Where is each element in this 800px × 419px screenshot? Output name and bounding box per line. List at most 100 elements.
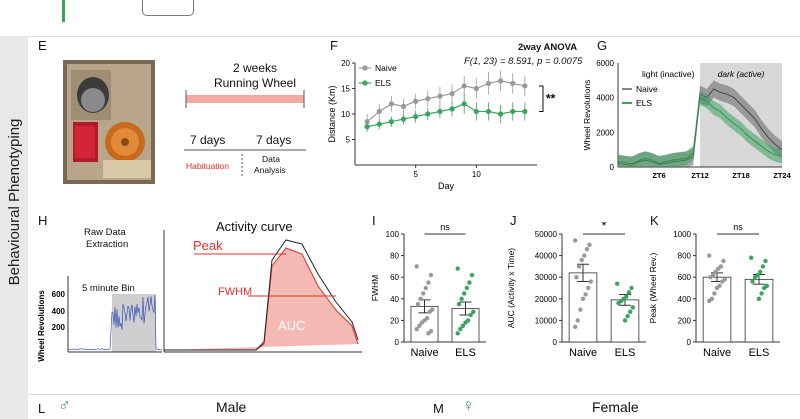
J-datapoint xyxy=(582,253,586,257)
phase1-label: Habituation xyxy=(186,161,229,171)
f-point xyxy=(498,78,503,83)
h-ytick-label: 400 xyxy=(52,307,66,316)
f-ytick-label: 10 xyxy=(341,110,350,119)
J-datapoint xyxy=(573,325,577,329)
K-datapoint xyxy=(720,279,724,283)
g-ytick-label: 0 xyxy=(610,163,615,172)
g-xtick-label: ZT6 xyxy=(652,171,665,180)
f-point xyxy=(413,114,418,119)
K-datapoint xyxy=(762,286,766,290)
f-point xyxy=(462,101,467,106)
J-ylabel: AUC (Activity x Time) xyxy=(506,248,516,328)
J-datapoint xyxy=(587,243,591,247)
J-ytick-label: 50000 xyxy=(535,230,558,239)
panel-letter-l: L xyxy=(38,401,45,416)
I-datapoint xyxy=(465,286,469,290)
I-datapoint xyxy=(429,273,433,277)
K-bar xyxy=(745,279,773,342)
J-datapoint xyxy=(578,307,582,311)
I-category-label: Naive xyxy=(410,347,438,359)
J-datapoint xyxy=(625,314,629,318)
g-xtick-label: ZT24 xyxy=(773,171,791,180)
J-datapoint xyxy=(574,275,578,279)
J-datapoint xyxy=(627,290,631,294)
I-datapoint xyxy=(416,302,420,306)
J-datapoint xyxy=(580,258,584,262)
f-point xyxy=(498,111,503,116)
I-datapoint xyxy=(456,266,460,270)
f-xlabel: Day xyxy=(438,181,455,191)
running-wheel-photo xyxy=(63,60,155,184)
I-ytick-label: 0 xyxy=(395,338,400,347)
J-datapoint xyxy=(586,286,590,290)
f-point xyxy=(377,122,382,127)
g-ytick-label: 6000 xyxy=(596,59,614,68)
J-datapoint xyxy=(616,301,620,305)
f-point xyxy=(474,86,479,91)
I-datapoint xyxy=(424,286,428,290)
I-datapoint xyxy=(421,291,425,295)
auc-label: AUC xyxy=(278,318,305,333)
f-point xyxy=(474,109,479,114)
K-ylabel: Peak (Wheel Rev.) xyxy=(648,252,658,323)
f-xtick-label: 5 xyxy=(413,170,418,179)
f-point xyxy=(449,91,454,96)
f-significance: ** xyxy=(546,92,556,106)
J-ytick-label: 0 xyxy=(553,338,558,347)
K-datapoint xyxy=(707,299,711,303)
f-ylabel: Distance (Km) xyxy=(327,85,337,142)
phase2-days: 7 days xyxy=(256,133,291,147)
J-ytick-label: 20000 xyxy=(535,295,558,304)
f-sig-bracket xyxy=(539,86,543,112)
panel-letter-m: M xyxy=(433,401,444,416)
f-xtick-label: 10 xyxy=(472,170,481,179)
K-datapoint xyxy=(759,291,763,295)
f-point xyxy=(365,124,370,129)
J-category-label: ELS xyxy=(615,347,636,359)
peak-label: Peak xyxy=(193,238,223,253)
g-annotation-dark: dark (active) xyxy=(718,69,765,79)
I-ytick-label: 20 xyxy=(390,316,399,325)
J-datapoint xyxy=(581,297,585,301)
f-point xyxy=(413,99,418,104)
f-point xyxy=(449,106,454,111)
J-datapoint xyxy=(589,279,593,283)
f-point xyxy=(437,109,442,114)
panel-letter-f: F xyxy=(330,38,338,53)
K-datapoint xyxy=(707,253,711,257)
g-annotation-light: light (inactive) xyxy=(642,69,695,79)
phase2-label-2: Analysis xyxy=(254,165,286,175)
I-datapoint xyxy=(418,297,422,301)
g-xtick-label: ZT18 xyxy=(732,171,750,180)
male-title: Male xyxy=(216,399,246,415)
I-datapoint xyxy=(426,280,430,284)
K-datapoint xyxy=(763,259,767,263)
f-legend-els: ELS xyxy=(375,78,391,88)
J-datapoint xyxy=(628,310,632,314)
g-xtick-label: ZT12 xyxy=(691,171,709,180)
J-ytick-label: 30000 xyxy=(535,273,558,282)
K-ytick-label: 600 xyxy=(678,273,692,282)
I-significance: ns xyxy=(440,222,450,232)
I-ytick-label: 40 xyxy=(390,295,399,304)
f-point xyxy=(510,81,515,86)
J-datapoint xyxy=(585,247,589,251)
J-datapoint xyxy=(583,292,587,296)
bottom-divider xyxy=(28,394,800,395)
section-label: Behavioural Phenotyping xyxy=(0,72,28,332)
K-datapoint xyxy=(749,256,753,260)
male-symbol-icon: ♂ xyxy=(58,396,71,416)
section-divider xyxy=(28,36,800,37)
I-datapoint xyxy=(462,291,466,295)
f-point xyxy=(425,96,430,101)
f-point xyxy=(522,83,527,88)
I-datapoint xyxy=(467,280,471,284)
J-significance: * xyxy=(601,222,606,233)
f-legend-naive: Naive xyxy=(375,63,397,73)
chart-i-fwhm: 020406080100FWHMNaive ELSns xyxy=(366,222,494,374)
f-legend-els-marker xyxy=(362,80,367,85)
h-ytick-label: 200 xyxy=(52,323,66,332)
chart-g-circadian: 0200040006000ZT6 ZT12 ZT18 ZT24Wheel Revolu… xyxy=(582,55,792,185)
I-datapoint xyxy=(426,331,430,335)
phase2-label-1: Data xyxy=(262,154,280,164)
